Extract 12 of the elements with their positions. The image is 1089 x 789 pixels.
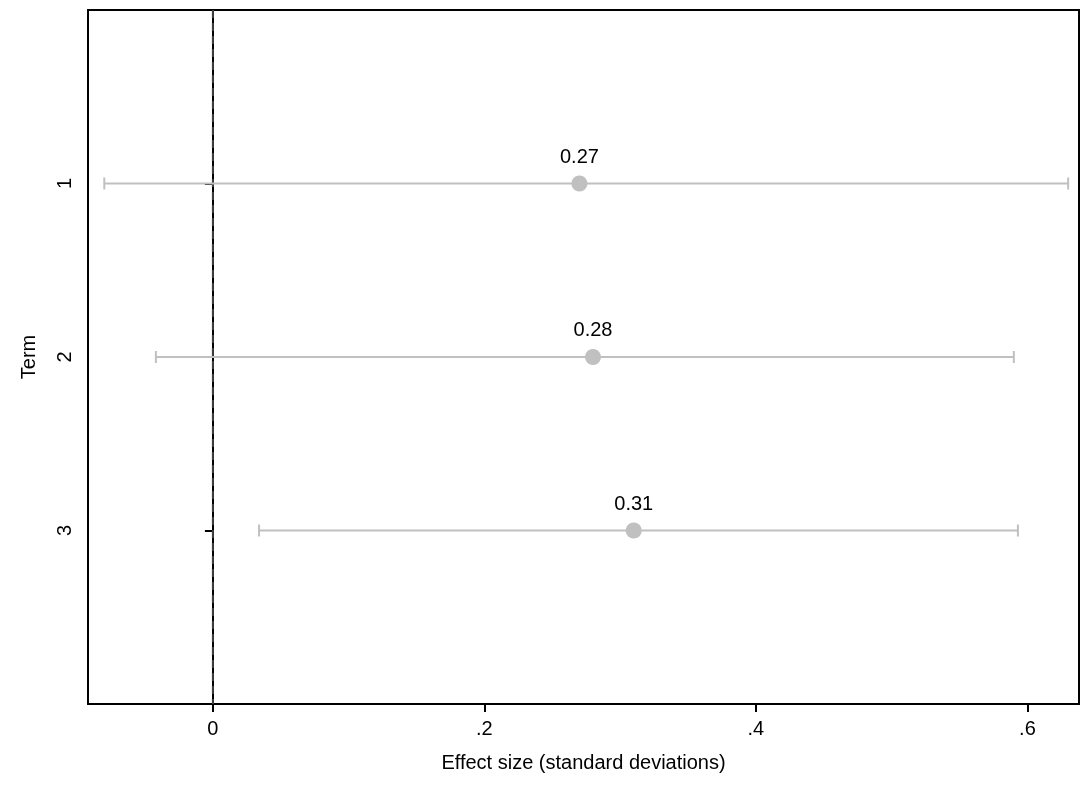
x-tick-label: .2 (476, 717, 493, 739)
x-axis-title: Effect size (standard deviations) (441, 751, 726, 773)
data-label: 0.31 (614, 491, 654, 514)
y-tick-label: 1 (53, 177, 75, 190)
y-axis-title: Term (17, 334, 39, 380)
data-label: 0.27 (559, 144, 599, 167)
x-tick-label: 0 (207, 717, 219, 739)
y-tick-label: 3 (53, 524, 75, 537)
x-tick-label: .6 (1019, 717, 1036, 739)
x-tick-label: .4 (747, 717, 765, 739)
data-label: 0.28 (573, 318, 613, 340)
y-tick-label: 2 (53, 351, 75, 363)
